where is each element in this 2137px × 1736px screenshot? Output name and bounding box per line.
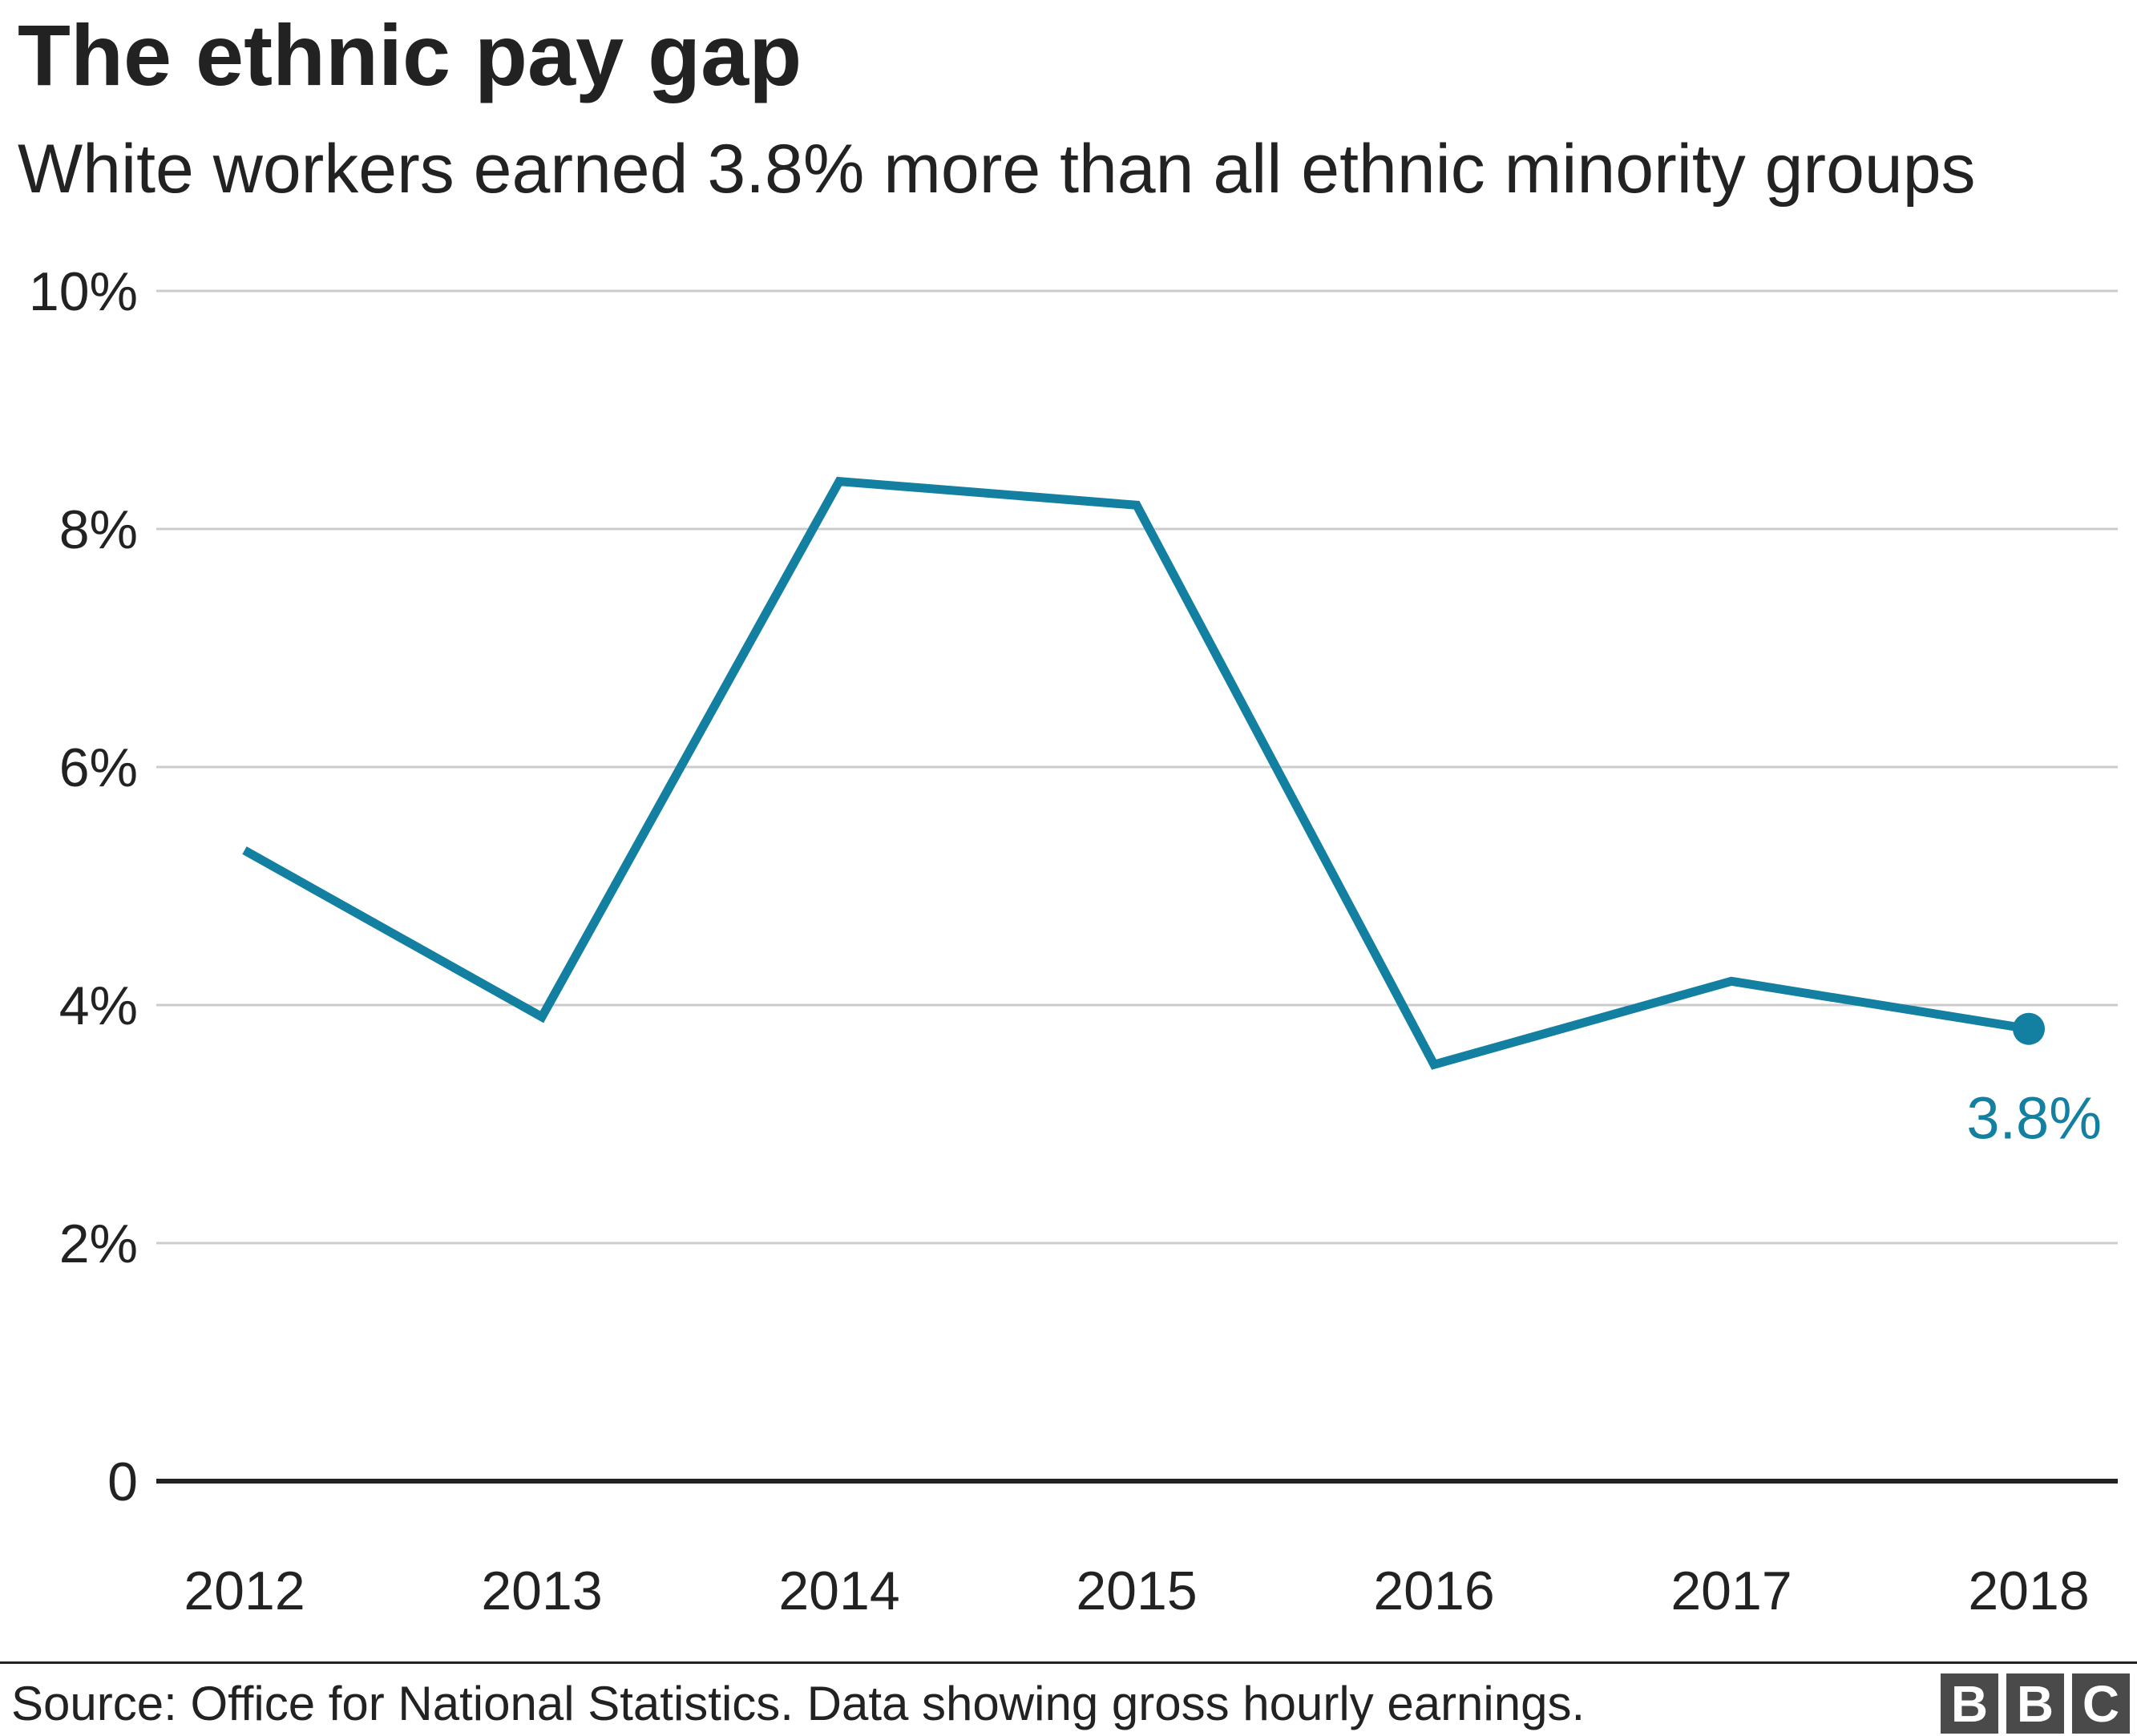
logo-letter-b2: B [2006, 1673, 2064, 1734]
y-tick-label-4: 4% [59, 975, 138, 1036]
x-tick-label-2016: 2016 [1373, 1560, 1494, 1621]
data-point-2015 [1132, 500, 1141, 510]
chart-title: The ethnic pay gap [18, 6, 802, 103]
bbc-logo: B B C [1941, 1673, 2130, 1734]
y-tick-label-0: 0 [107, 1451, 138, 1512]
y-axis-ticks: 0 2% 4% 6% 8% 10% [29, 261, 138, 1512]
y-tick-label-8: 8% [59, 499, 138, 560]
x-tick-label-2014: 2014 [778, 1560, 899, 1621]
y-tick-label-2: 2% [59, 1213, 138, 1274]
data-point-2012 [240, 846, 249, 855]
data-point-2014 [834, 477, 844, 486]
x-tick-label-2018: 2018 [1968, 1560, 2089, 1621]
y-tick-label-10: 10% [29, 261, 138, 322]
end-point-marker [2013, 1012, 2045, 1045]
logo-letter-c: C [2072, 1673, 2130, 1734]
x-tick-label-2017: 2017 [1670, 1560, 1792, 1621]
footer-divider [0, 1661, 2137, 1664]
logo-letter-b1: B [1941, 1673, 1998, 1734]
series-layer: 3.8% [240, 476, 2102, 1152]
series-line [242, 476, 2030, 1070]
data-point-2013 [537, 1012, 547, 1022]
x-tick-label-2012: 2012 [184, 1560, 305, 1621]
chart-subtitle: White workers earned 3.8% more than all … [18, 131, 1976, 208]
y-tick-label-6: 6% [59, 737, 138, 798]
source-note: Source: Office for National Statistics. … [11, 1677, 1586, 1730]
x-tick-label-2013: 2013 [481, 1560, 602, 1621]
x-tick-label-2015: 2015 [1076, 1560, 1197, 1621]
x-axis-ticks: 2012 2013 2014 2015 2016 2017 2018 [184, 1560, 2089, 1621]
end-value-label: 3.8% [1966, 1085, 2102, 1152]
gridlines [156, 289, 2118, 1484]
data-point-2017 [1727, 976, 1736, 986]
data-point-2016 [1429, 1060, 1439, 1069]
